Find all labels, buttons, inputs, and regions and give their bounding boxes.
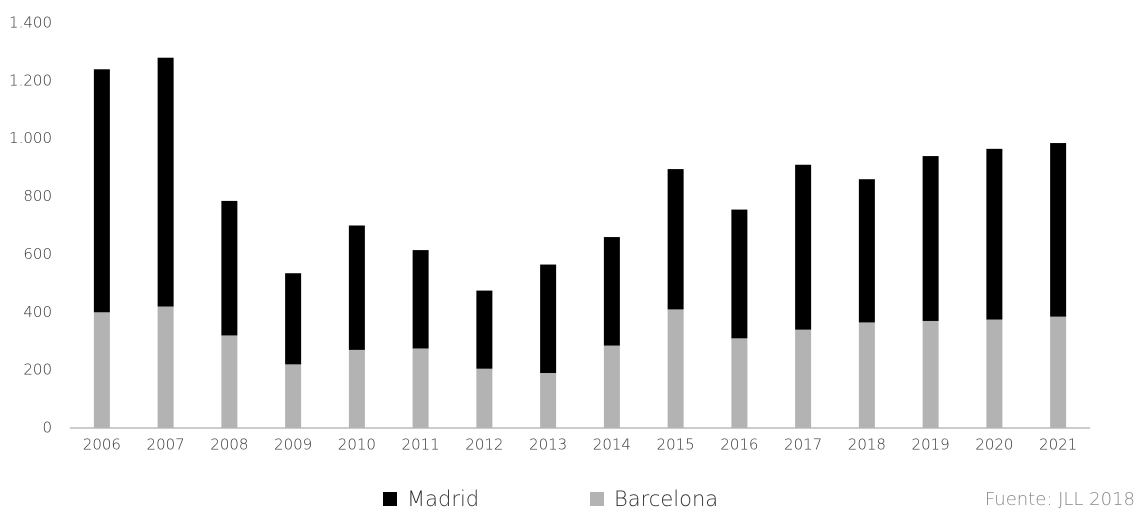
bar-segment (731, 209, 748, 339)
bar-segment (986, 319, 1003, 428)
bar-segment (922, 156, 939, 321)
bar-segment (667, 169, 684, 310)
bar-segment (412, 348, 429, 428)
bar-segment (285, 273, 302, 365)
x-tick-label: 2009 (274, 436, 312, 454)
x-tick-label: 2016 (720, 436, 758, 454)
bar-segment (795, 329, 812, 428)
legend-swatch (590, 492, 604, 506)
x-tick-label: 2020 (975, 436, 1013, 454)
legend-label: Madrid (407, 487, 479, 511)
legend-label: Barcelona (614, 487, 718, 511)
bar-segment (93, 69, 110, 313)
y-tick-label: 400 (23, 303, 52, 321)
y-tick-label: 1.400 (9, 14, 52, 32)
bar-segment (986, 148, 1003, 320)
bar-segment (667, 309, 684, 428)
bar-segment (1050, 316, 1067, 428)
x-tick-label: 2006 (83, 436, 121, 454)
y-tick-label: 1.200 (9, 71, 52, 89)
x-tick-label: 2011 (402, 436, 440, 454)
bar-segment (157, 306, 174, 428)
bar-segment (1050, 143, 1067, 317)
bar-segment (221, 200, 238, 336)
x-tick-label: 2012 (465, 436, 503, 454)
x-tick-label: 2010 (338, 436, 376, 454)
bar-segment (348, 349, 365, 428)
bar-segment (540, 264, 557, 374)
x-tick-label: 2013 (529, 436, 567, 454)
bar-segment (476, 368, 493, 428)
x-tick-label: 2019 (912, 436, 950, 454)
bar-segment (731, 338, 748, 428)
x-tick-label: 2021 (1039, 436, 1077, 454)
x-tick-label: 2008 (210, 436, 248, 454)
x-tick-label: 2018 (848, 436, 886, 454)
x-tick-label: 2014 (593, 436, 631, 454)
bar-segment (603, 237, 620, 346)
y-tick-label: 600 (23, 245, 52, 263)
x-tick-label: 2015 (657, 436, 695, 454)
x-tick-label: 2017 (784, 436, 822, 454)
bar-segment (540, 373, 557, 428)
y-tick-label: 0 (42, 419, 52, 437)
bar-segment (858, 179, 875, 323)
bar-segment (93, 312, 110, 428)
bar-segment (348, 225, 365, 350)
x-tick-label: 2007 (147, 436, 185, 454)
bar-segment (412, 250, 429, 349)
bar-segment (285, 364, 302, 428)
bar-segment (476, 290, 493, 369)
bar-segment (922, 320, 939, 428)
y-tick-label: 1.000 (9, 129, 52, 147)
bar-segment (603, 345, 620, 428)
bar-segment (157, 57, 174, 307)
bar-segment (858, 322, 875, 428)
y-tick-label: 800 (23, 187, 52, 205)
source-note: Fuente: JLL 2018 (985, 489, 1135, 510)
bar-segment (795, 164, 812, 330)
legend-swatch (383, 492, 397, 506)
y-tick-label: 200 (23, 361, 52, 379)
bar-segment (221, 335, 238, 428)
